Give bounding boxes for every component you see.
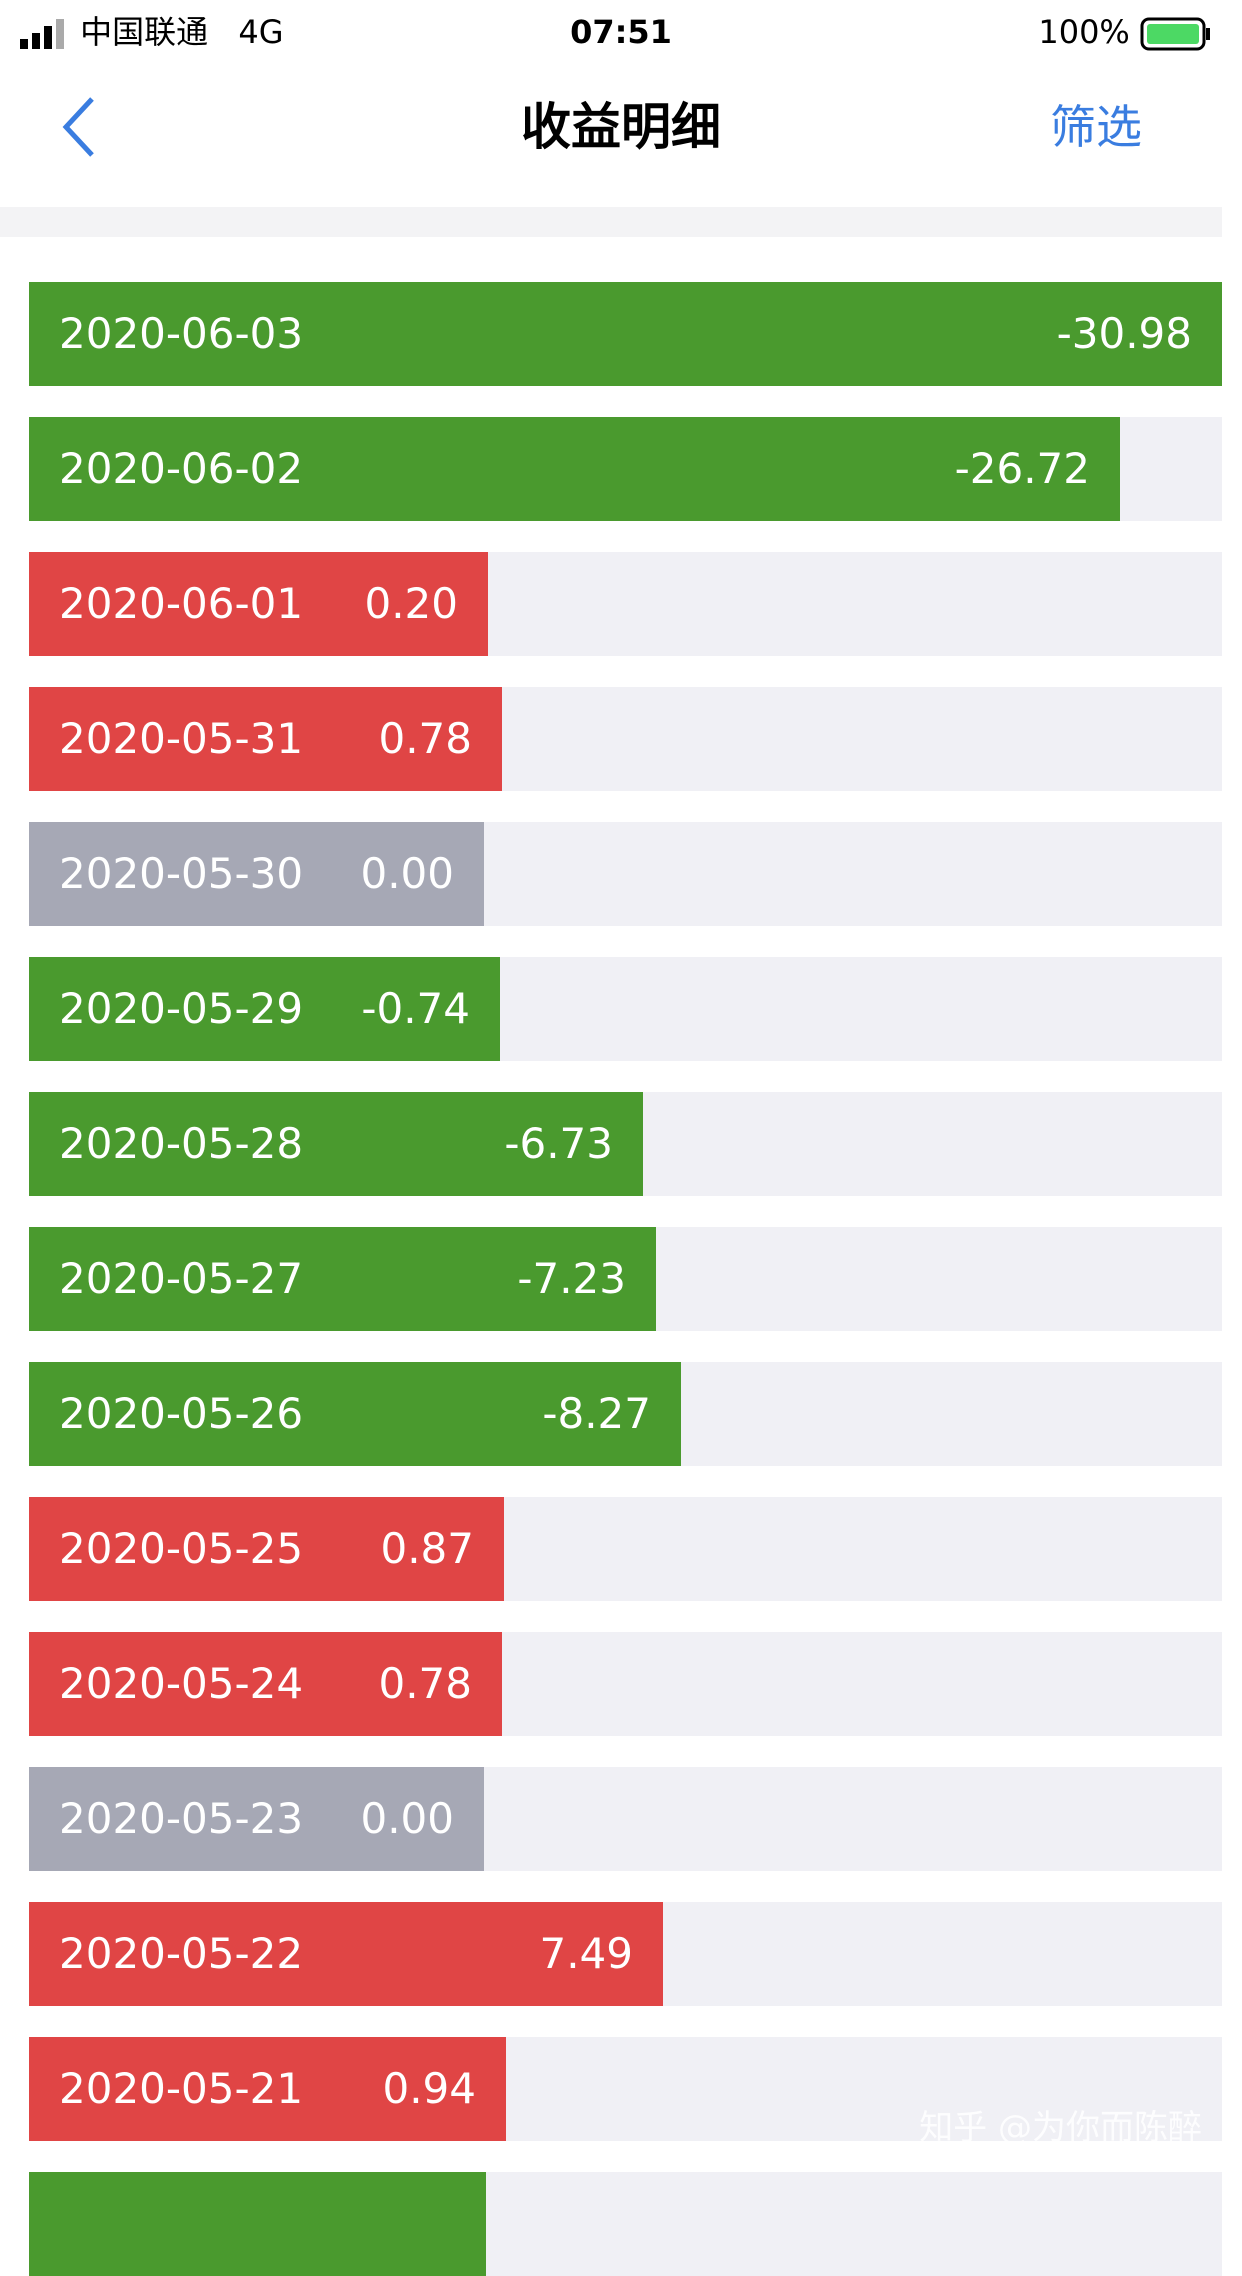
- row-date: 2020-06-03: [59, 309, 304, 358]
- row-bar: 2020-06-01 0.20: [29, 552, 488, 656]
- row-value: 0.94: [382, 2064, 476, 2113]
- watermark: 知乎 @为你而陈醉: [919, 2108, 1202, 2148]
- row-track: 2020-05-23 0.00: [29, 1767, 1222, 1871]
- row-track: 2020-05-21 0.94: [29, 2037, 1222, 2141]
- row-bar: [29, 2172, 486, 2276]
- battery-icon: [1140, 17, 1210, 51]
- signal: 中国联通 4G: [20, 8, 284, 56]
- row-date: 2020-05-26: [59, 1389, 304, 1438]
- row-value: -7.23: [517, 1254, 626, 1303]
- row-bar: 2020-05-28 -6.73: [29, 1092, 643, 1196]
- row-track: 2020-05-31 0.78: [29, 687, 1222, 791]
- row-value: -6.73: [504, 1119, 613, 1168]
- row-bar: 2020-06-02 -26.72: [29, 417, 1120, 521]
- network: 4G: [238, 13, 284, 51]
- row-date: 2020-05-23: [59, 1794, 304, 1843]
- row-bar: 2020-05-21 0.94: [29, 2037, 506, 2141]
- row-track: 2020-05-22 7.49: [29, 1902, 1222, 2006]
- row-value: 0.20: [364, 579, 458, 628]
- row-value: -30.98: [1056, 309, 1192, 358]
- row-value: 0.00: [360, 1794, 454, 1843]
- row-bar: 2020-05-29 -0.74: [29, 957, 500, 1061]
- row-track: 2020-06-03 -30.98: [29, 282, 1222, 386]
- row-value: 0.78: [378, 714, 472, 763]
- screen: 中国联通 4G 07:51 100% 收益明细 筛选 2020-06-03 -30…: [0, 8, 1222, 2276]
- nav-title: 收益明细: [521, 98, 721, 156]
- row-value: 0.87: [380, 1524, 474, 1573]
- separator: [0, 207, 1222, 237]
- battery-text: 100%: [1038, 13, 1130, 51]
- filter-button[interactable]: 筛选: [1050, 100, 1142, 154]
- battery: 100%: [1038, 8, 1212, 56]
- row-track: 2020-05-26 -8.27: [29, 1362, 1222, 1466]
- row-track: 2020-05-27 -7.23: [29, 1227, 1222, 1331]
- row-date: 2020-05-21: [59, 2064, 304, 2113]
- row-track: 2020-05-30 0.00: [29, 822, 1222, 926]
- row-date: 2020-05-22: [59, 1929, 304, 1978]
- row-bar: 2020-05-26 -8.27: [29, 1362, 681, 1466]
- row-value: -8.27: [542, 1389, 651, 1438]
- row-bar: 2020-06-03 -30.98: [29, 282, 1222, 386]
- signal-icon: [20, 19, 64, 49]
- row-bar: 2020-05-31 0.78: [29, 687, 502, 791]
- row-track: 2020-05-24 0.78: [29, 1632, 1222, 1736]
- row-date: 2020-05-27: [59, 1254, 304, 1303]
- row-date: 2020-05-31: [59, 714, 304, 763]
- row-value: -0.74: [361, 984, 470, 1033]
- row-bar: 2020-05-27 -7.23: [29, 1227, 656, 1331]
- row-bar: 2020-05-23 0.00: [29, 1767, 484, 1871]
- row-date: 2020-06-02: [59, 444, 304, 493]
- row-bar: 2020-05-24 0.78: [29, 1632, 502, 1736]
- row-value: -26.72: [954, 444, 1090, 493]
- row-value: 0.00: [360, 849, 454, 898]
- row-track: 2020-06-01 0.20: [29, 552, 1222, 656]
- row-date: 2020-05-28: [59, 1119, 304, 1168]
- row-bar: 2020-05-22 7.49: [29, 1902, 663, 2006]
- row-track: 2020-05-25 0.87: [29, 1497, 1222, 1601]
- row-date: 2020-05-25: [59, 1524, 304, 1573]
- row-value: 0.78: [378, 1659, 472, 1708]
- row-bar: 2020-05-30 0.00: [29, 822, 484, 926]
- row-date: 2020-05-24: [59, 1659, 304, 1708]
- row-track: [29, 2172, 1222, 2276]
- row-value: 7.49: [539, 1929, 633, 1978]
- row-date: 2020-06-01: [59, 579, 304, 628]
- row-track: 2020-05-29 -0.74: [29, 957, 1222, 1061]
- back-button[interactable]: [58, 95, 98, 159]
- carrier: 中国联通: [80, 13, 209, 51]
- row-track: 2020-06-02 -26.72: [29, 417, 1222, 521]
- row-date: 2020-05-30: [59, 849, 304, 898]
- row-bar: 2020-05-25 0.87: [29, 1497, 504, 1601]
- row-date: 2020-05-29: [59, 984, 304, 1033]
- row-track: 2020-05-28 -6.73: [29, 1092, 1222, 1196]
